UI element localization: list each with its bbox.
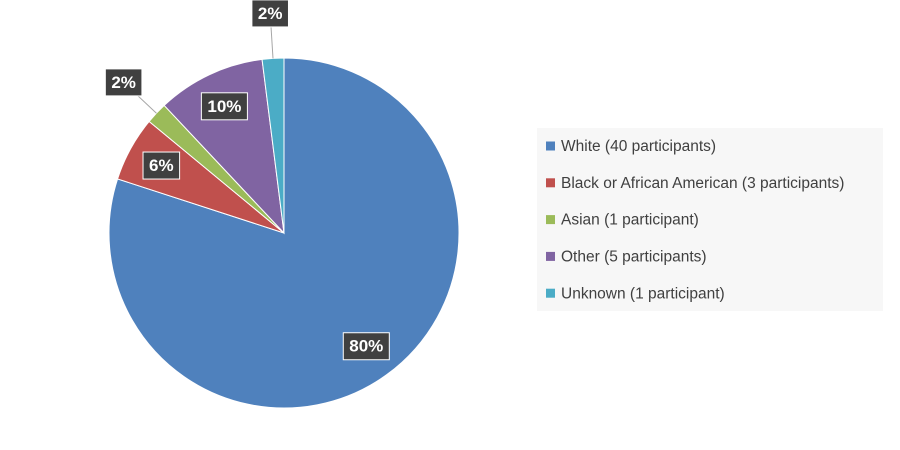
data-label: 6%: [149, 156, 174, 175]
legend-label: Other (5 participants): [561, 248, 707, 265]
legend-label: Asian (1 participant): [561, 212, 699, 229]
legend-swatch: [546, 141, 555, 151]
pie-slice: [163, 58, 285, 235]
pie-slice: [261, 57, 285, 234]
data-label-group: 10%: [200, 92, 248, 121]
legend-label: Black or African American (3 participant…: [561, 175, 844, 192]
data-label-group: 6%: [142, 151, 181, 180]
data-label-group: 2%: [251, 0, 289, 28]
data-label-box: [251, 0, 289, 28]
legend-swatch: [546, 288, 555, 298]
data-label-box: [104, 68, 143, 97]
data-label-group: 80%: [342, 332, 390, 361]
legend-label: Unknown (1 participant): [561, 285, 725, 302]
data-label: 2%: [258, 4, 283, 23]
data-label: 80%: [349, 337, 383, 356]
legend-box: [537, 128, 883, 311]
legend-swatch: [546, 215, 555, 225]
data-label-box: [142, 151, 181, 180]
data-label-box: [200, 92, 248, 121]
data-label-group: 2%: [104, 68, 143, 97]
data-label: 2%: [111, 73, 136, 92]
data-label-box: [342, 332, 390, 361]
legend-swatch: [546, 251, 555, 261]
data-label: 10%: [207, 97, 241, 116]
legend-label: White (40 participants): [561, 138, 716, 155]
legend-swatch: [546, 178, 555, 188]
